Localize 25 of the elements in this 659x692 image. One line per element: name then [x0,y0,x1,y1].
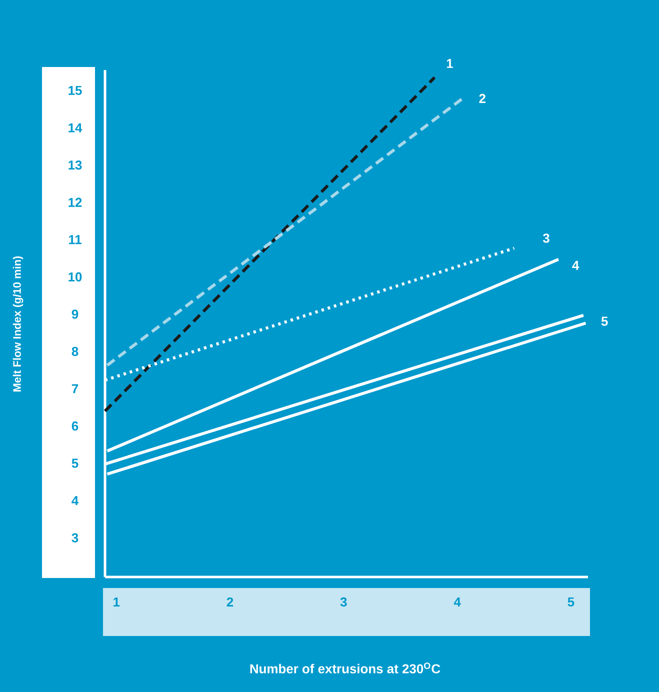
x-tick-label: 1 [114,598,120,606]
x-tick-label: 5 [568,597,574,607]
y-tick-label: 10 [68,272,82,282]
series-label: 1 [446,59,453,68]
y-tick-label: 8 [72,346,78,356]
y-tick-label: 5 [72,458,78,468]
x-tick-label: 3 [340,597,347,607]
y-tick-label: 4 [72,496,79,506]
y-tick-label: 7 [72,384,78,394]
x-tick-label: 4 [454,598,461,606]
series-label: 4 [572,260,580,270]
y-tick-label: 15 [68,86,82,96]
y-tick-label: 3 [72,533,78,542]
series-label: 2 [479,94,486,103]
text: 3 [542,234,550,243]
y-tick-label: 11 [68,235,82,244]
y-tick-label: 12 [68,198,82,207]
x-tick-label: 2 [226,597,234,607]
series-label: 5 [601,316,608,326]
x-axis-title: Number of extrusions at 230$^{O}$C [250,662,440,674]
y-axis-title: Melt Flow Index (g/10 min) [12,256,24,392]
y-tick-label: 14 [68,123,82,132]
y-tick-label: 6 [72,421,78,431]
y-tick-label: 9 [72,310,78,319]
y-tick-label: 13 [68,160,82,170]
